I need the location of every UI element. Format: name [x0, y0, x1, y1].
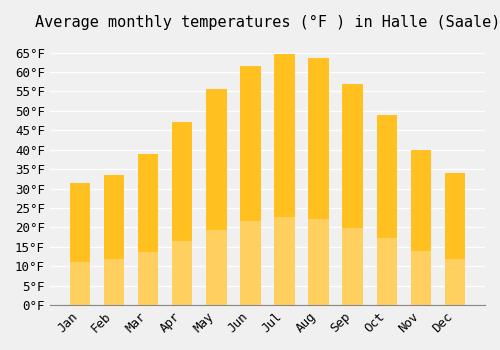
Bar — [104, 175, 124, 305]
Bar — [206, 90, 227, 305]
Bar — [376, 115, 397, 305]
Bar — [172, 241, 193, 305]
Bar — [445, 173, 465, 305]
Bar — [240, 66, 260, 305]
Bar — [445, 259, 465, 305]
Title: Average monthly temperatures (°F ) in Halle (Saale): Average monthly temperatures (°F ) in Ha… — [34, 15, 500, 30]
Bar — [70, 262, 90, 305]
Bar — [104, 259, 124, 305]
Bar — [376, 238, 397, 305]
Bar — [138, 252, 158, 305]
Bar — [274, 217, 294, 305]
Bar — [172, 122, 193, 305]
Bar — [308, 219, 329, 305]
Bar — [342, 228, 363, 305]
Bar — [240, 222, 260, 305]
Bar — [206, 230, 227, 305]
Bar — [70, 183, 90, 305]
Bar — [308, 58, 329, 305]
Bar — [410, 251, 431, 305]
Bar — [342, 84, 363, 305]
Bar — [138, 154, 158, 305]
Bar — [274, 55, 294, 305]
Bar — [410, 150, 431, 305]
